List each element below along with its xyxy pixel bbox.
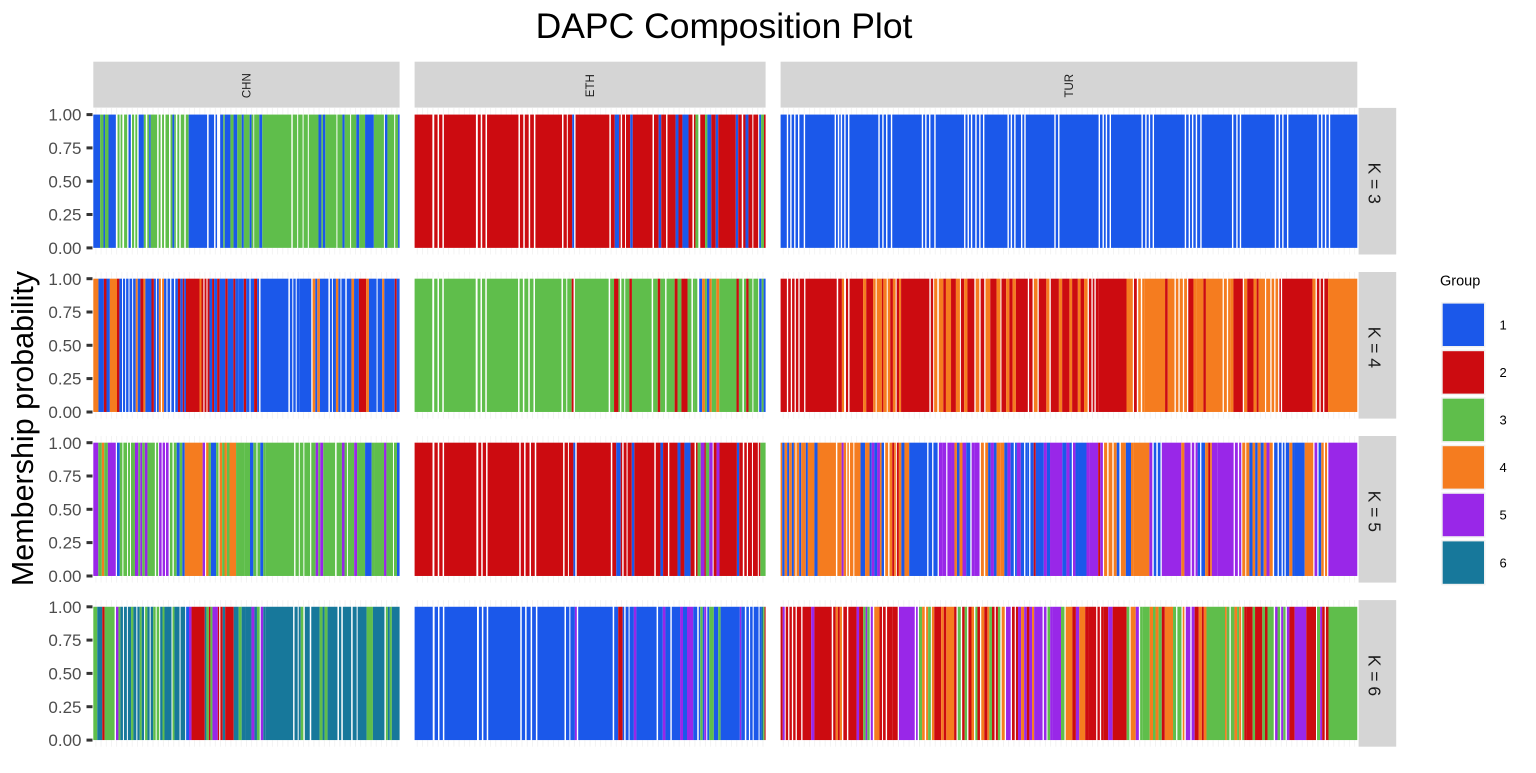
svg-text:0.75: 0.75 bbox=[48, 139, 81, 158]
svg-text:Membership probability: Membership probability bbox=[6, 270, 40, 586]
svg-text:0.50: 0.50 bbox=[48, 500, 81, 519]
svg-text:0.25: 0.25 bbox=[48, 206, 81, 225]
svg-text:1.00: 1.00 bbox=[48, 598, 81, 617]
svg-text:2: 2 bbox=[1500, 365, 1507, 380]
svg-text:0.25: 0.25 bbox=[48, 370, 81, 389]
svg-text:K = 3: K = 3 bbox=[1365, 163, 1385, 204]
svg-text:6: 6 bbox=[1500, 555, 1507, 570]
svg-text:TUR: TUR bbox=[1064, 74, 1076, 98]
svg-text:DAPC Composition Plot: DAPC Composition Plot bbox=[536, 6, 913, 46]
svg-text:K = 4: K = 4 bbox=[1365, 327, 1385, 369]
svg-text:0.50: 0.50 bbox=[48, 336, 81, 355]
svg-text:1.00: 1.00 bbox=[48, 434, 81, 453]
svg-text:0.25: 0.25 bbox=[48, 698, 81, 717]
svg-text:0.00: 0.00 bbox=[48, 731, 81, 750]
svg-text:K = 6: K = 6 bbox=[1365, 655, 1385, 696]
svg-text:0.00: 0.00 bbox=[48, 239, 81, 258]
svg-text:K = 5: K = 5 bbox=[1365, 491, 1385, 532]
svg-text:0.75: 0.75 bbox=[48, 303, 81, 322]
svg-text:0.50: 0.50 bbox=[48, 665, 81, 684]
svg-text:0.75: 0.75 bbox=[48, 631, 81, 650]
svg-text:3: 3 bbox=[1500, 413, 1507, 428]
svg-text:1.00: 1.00 bbox=[48, 270, 81, 289]
svg-text:ETH: ETH bbox=[585, 74, 597, 97]
svg-text:Group: Group bbox=[1440, 274, 1480, 290]
svg-text:0.00: 0.00 bbox=[48, 403, 81, 422]
svg-text:0.50: 0.50 bbox=[48, 172, 81, 191]
svg-text:1: 1 bbox=[1500, 317, 1507, 332]
svg-text:0.00: 0.00 bbox=[48, 567, 81, 586]
svg-text:4: 4 bbox=[1500, 460, 1507, 475]
svg-text:CHN: CHN bbox=[242, 73, 254, 98]
svg-text:0.75: 0.75 bbox=[48, 467, 81, 486]
svg-text:0.25: 0.25 bbox=[48, 534, 81, 553]
svg-text:1.00: 1.00 bbox=[48, 106, 81, 125]
svg-text:5: 5 bbox=[1500, 508, 1507, 523]
